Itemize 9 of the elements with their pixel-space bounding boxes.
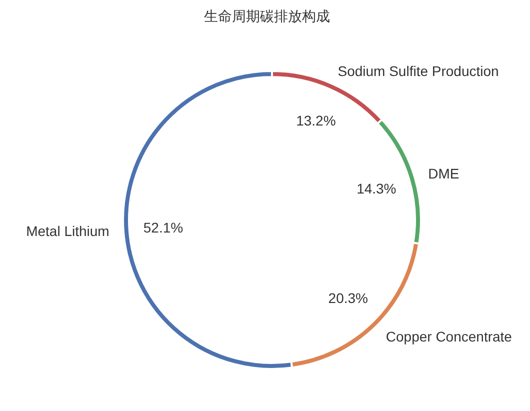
slice-label: Copper Concentrate bbox=[386, 328, 512, 345]
slice-label: DME bbox=[428, 165, 460, 182]
data-label: 52.1% bbox=[143, 219, 184, 236]
data-label: 20.3% bbox=[328, 290, 368, 306]
chart-title: 生命周期碳排放构成 bbox=[203, 8, 331, 27]
slice-label: Metal Lithium bbox=[26, 223, 110, 240]
data-label: 14.3% bbox=[356, 180, 396, 197]
data-label: 13.2% bbox=[296, 112, 336, 128]
slice-label: Sodium Sulfite Production bbox=[338, 62, 499, 79]
